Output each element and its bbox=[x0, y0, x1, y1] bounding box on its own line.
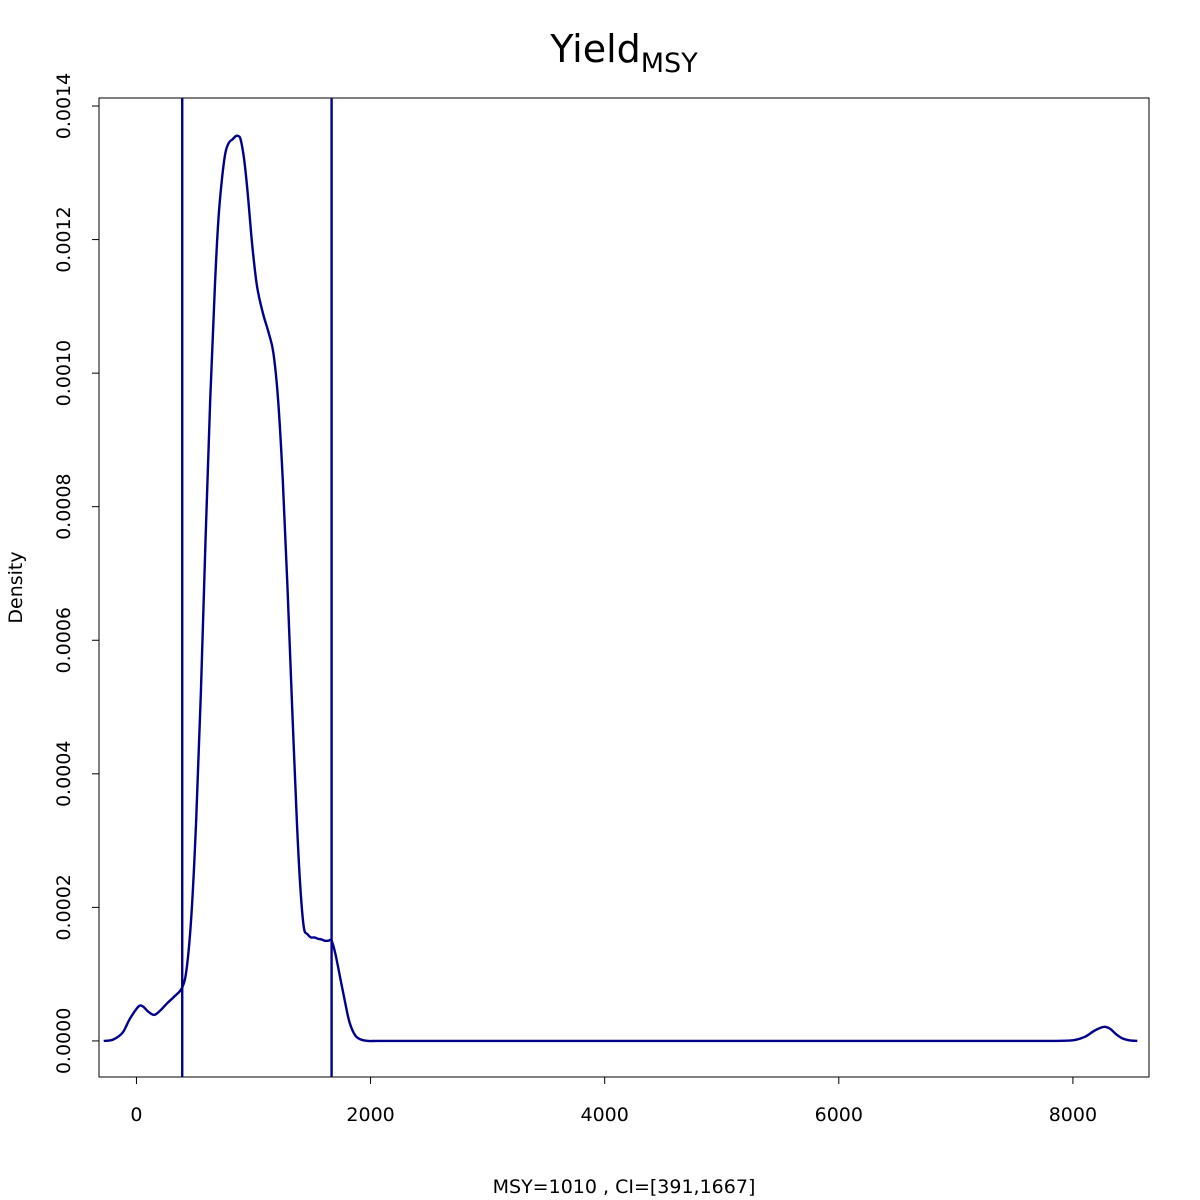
y-axis: 0.0000 0.0002 0.0004 0.0006 0.0008 0.0010 0.00… bbox=[53, 73, 100, 1074]
x-tick-label: 2000 bbox=[346, 1104, 394, 1126]
y-axis-label: Density bbox=[5, 551, 27, 623]
y-tick-label: 0.0004 bbox=[53, 741, 75, 807]
density-line bbox=[103, 134, 1138, 1043]
y-tick-label: 0.0006 bbox=[53, 607, 75, 673]
y-tick-label: 0.0014 bbox=[53, 73, 75, 139]
x-tick-label: 6000 bbox=[815, 1104, 863, 1126]
y-tick-label: 0.0002 bbox=[53, 874, 75, 940]
x-tick-label: 0 bbox=[130, 1104, 142, 1126]
chart-title: YieldMSY bbox=[549, 27, 698, 79]
x-axis: 0 2000 4000 6000 8000 bbox=[130, 1076, 1097, 1126]
chart-title-subscript: MSY bbox=[641, 48, 698, 79]
y-tick-label: 0.0012 bbox=[53, 206, 75, 272]
plot-frame bbox=[98, 97, 1150, 1078]
chart-title-main: Yield bbox=[549, 27, 640, 71]
y-tick-label: 0.0010 bbox=[53, 340, 75, 406]
x-axis-label: MSY=1010 , CI=[391,1667] bbox=[493, 1176, 756, 1198]
x-tick-label: 4000 bbox=[581, 1104, 629, 1126]
y-tick-label: 0.0008 bbox=[53, 473, 75, 539]
x-tick-label: 8000 bbox=[1049, 1104, 1097, 1126]
ci-lines bbox=[181, 98, 333, 1077]
y-tick-label: 0.0000 bbox=[53, 1008, 75, 1074]
